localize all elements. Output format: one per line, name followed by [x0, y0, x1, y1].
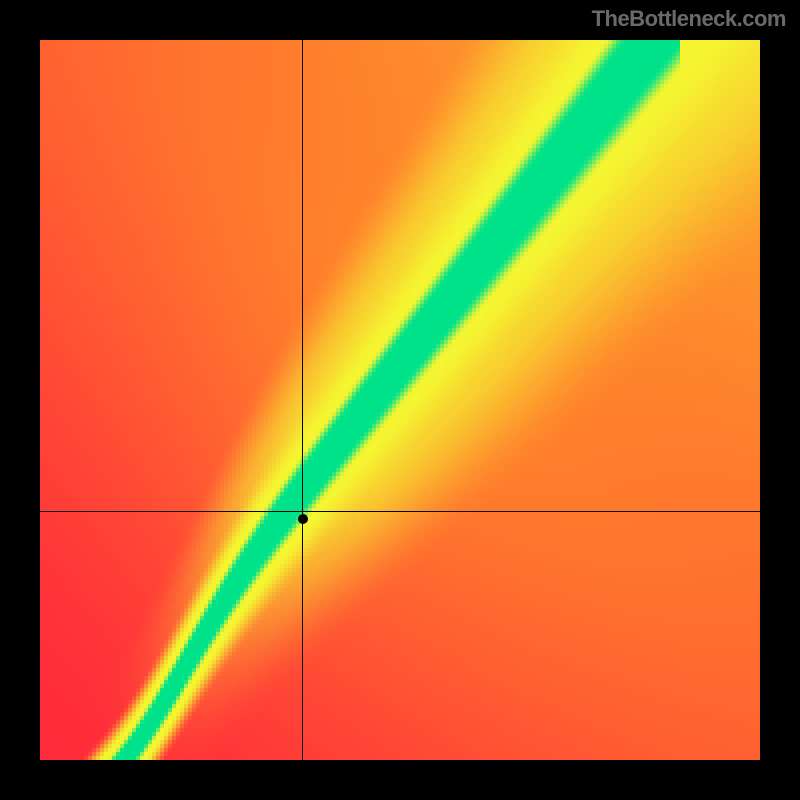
heatmap-canvas [40, 40, 760, 760]
crosshair-horizontal [40, 511, 760, 512]
watermark-text: TheBottleneck.com [592, 6, 786, 32]
chart-container: TheBottleneck.com [0, 0, 800, 800]
crosshair-vertical [302, 40, 303, 760]
plot-area [40, 40, 760, 760]
data-point-marker [298, 514, 308, 524]
